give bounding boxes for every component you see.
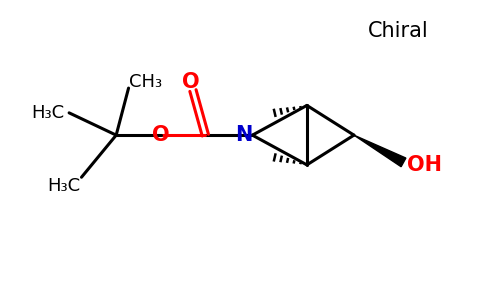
Text: N: N xyxy=(235,125,252,145)
Text: O: O xyxy=(152,125,169,145)
Polygon shape xyxy=(354,135,406,167)
Text: H₃C: H₃C xyxy=(47,177,81,195)
Text: OH: OH xyxy=(407,155,442,175)
Text: H₃C: H₃C xyxy=(32,104,65,122)
Text: CH₃: CH₃ xyxy=(129,73,163,91)
Text: Chiral: Chiral xyxy=(368,21,429,41)
Text: O: O xyxy=(182,72,199,92)
